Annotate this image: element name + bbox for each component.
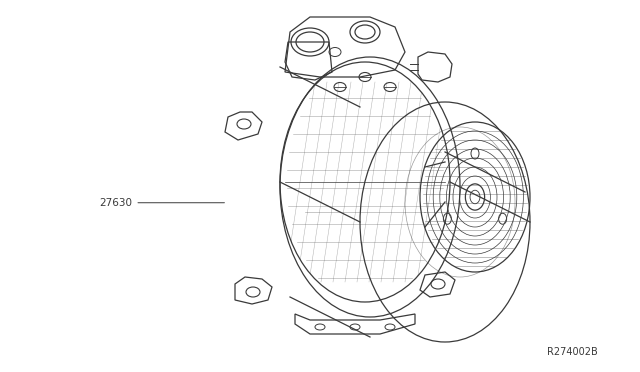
Text: 27630: 27630	[99, 198, 132, 208]
Text: R274002B: R274002B	[547, 347, 598, 356]
